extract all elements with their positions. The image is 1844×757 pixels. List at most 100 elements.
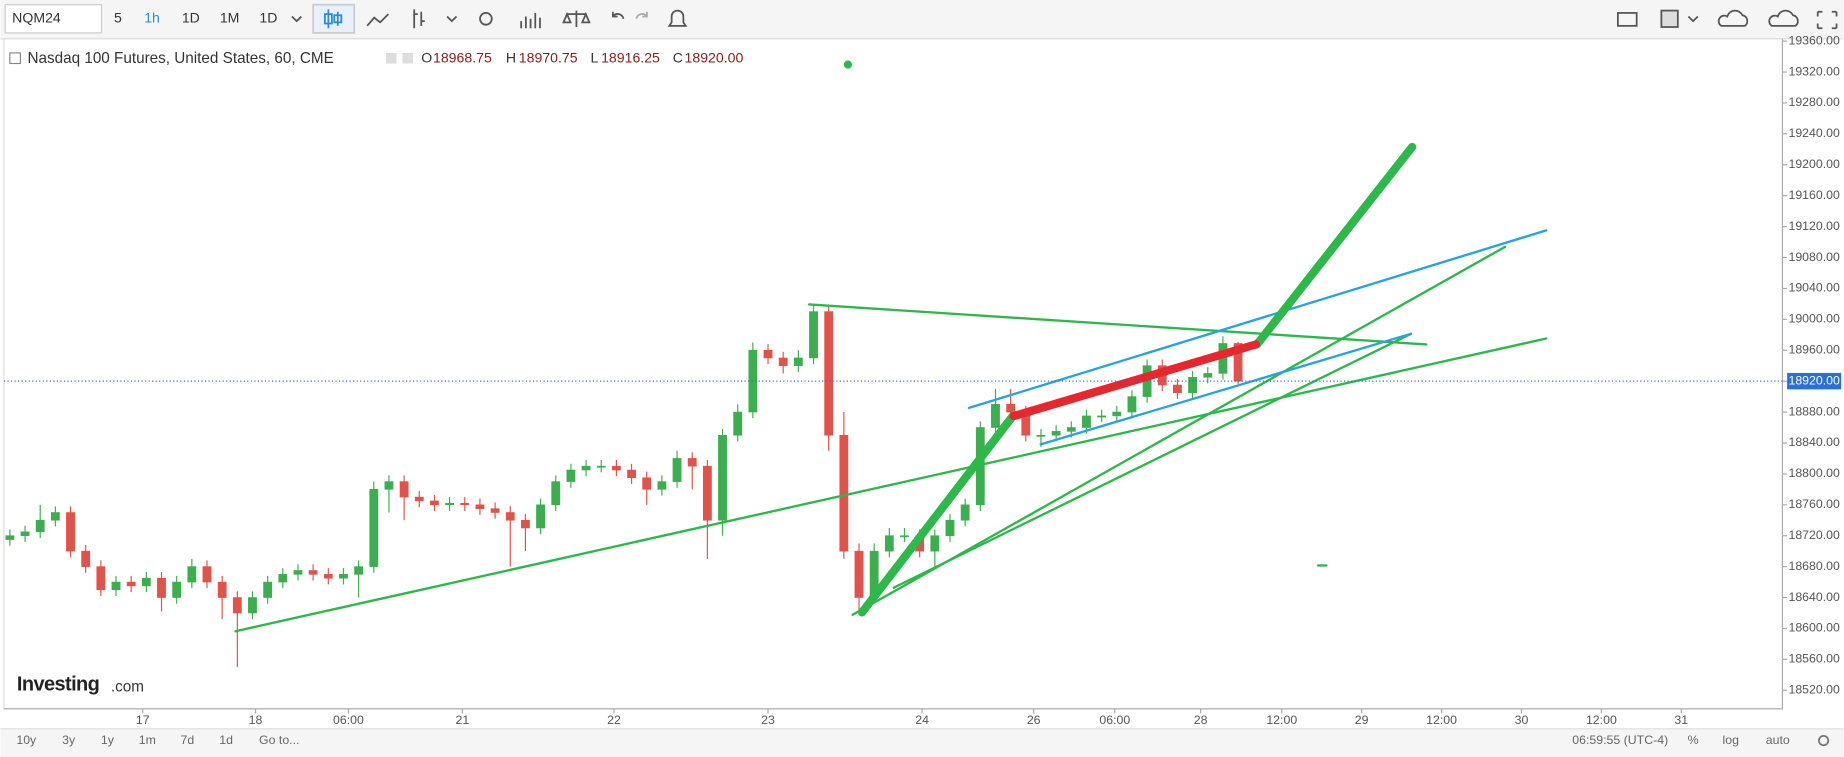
- candle-body: [778, 357, 788, 366]
- x-tick-label: 29: [1355, 713, 1369, 727]
- interval-button[interactable]: 1D: [182, 10, 200, 26]
- candle-body: [248, 597, 257, 614]
- alert-icon[interactable]: [667, 9, 688, 27]
- indicators-icon[interactable]: [520, 12, 541, 29]
- range-button[interactable]: 1d: [219, 733, 233, 747]
- candle-body: [672, 458, 682, 482]
- percent-toggle[interactable]: %: [1688, 733, 1699, 747]
- last-price-box: [1787, 372, 1842, 390]
- candle-body: [930, 535, 940, 552]
- dropdown-icon[interactable]: [446, 15, 458, 23]
- candle-body: [945, 519, 955, 536]
- range-button[interactable]: 10y: [16, 733, 37, 747]
- legend-eye[interactable]: [385, 52, 397, 64]
- marker-dot: [843, 60, 853, 69]
- y-tick-label: 19320.00: [1788, 64, 1840, 78]
- candle-body: [232, 597, 242, 614]
- symbol-input[interactable]: [4, 4, 103, 34]
- candle-body: [1006, 404, 1016, 413]
- candle-body: [1188, 376, 1198, 394]
- candle-body: [718, 434, 727, 521]
- candle-body: [1173, 384, 1182, 394]
- y-tick-label: 18840.00: [1788, 435, 1840, 449]
- candle-body: [354, 566, 364, 575]
- interval-button[interactable]: 1M: [220, 10, 240, 26]
- screenshot-icon[interactable]: [1616, 12, 1638, 27]
- undo-icon[interactable]: [611, 11, 625, 20]
- goto-button[interactable]: Go to...: [259, 733, 299, 747]
- bar-icon[interactable]: [413, 9, 425, 29]
- x-tick-label: 12:00: [1586, 713, 1617, 727]
- settings-icon[interactable]: [1817, 734, 1830, 747]
- y-tick-label: 19160.00: [1788, 188, 1840, 202]
- interval-dropdown[interactable]: [291, 15, 302, 23]
- candle-body: [1233, 343, 1243, 382]
- candle-body: [884, 535, 894, 552]
- candle-body: [157, 577, 166, 598]
- bottom-controls: 10y 3y 1y 1m 7d 1d Go to... 06:59:55 (UTC-4)% lo…: [16, 733, 1830, 747]
- candle-body: [809, 311, 818, 359]
- candle-body: [657, 481, 667, 490]
- fullscreen-icon[interactable]: [1816, 10, 1838, 30]
- candle-body: [293, 570, 303, 575]
- x-tick-label: 26: [1027, 713, 1041, 727]
- interval-button[interactable]: 1h: [144, 10, 160, 26]
- candle-body: [793, 357, 803, 366]
- interval-button[interactable]: 5: [114, 10, 122, 26]
- candle-body: [733, 411, 743, 436]
- line-icon[interactable]: [366, 13, 389, 27]
- symbol[interactable]: NQM24: [12, 10, 61, 26]
- candle-body: [81, 550, 91, 567]
- bottom-bar: [0, 728, 1844, 757]
- range-button[interactable]: 3y: [62, 733, 76, 747]
- candle-body: [642, 477, 652, 490]
- last-price-label: 18920.00: [1788, 373, 1840, 387]
- candle-body: [991, 404, 1000, 428]
- candle-body: [35, 519, 45, 533]
- y-tick-label: 18760.00: [1788, 497, 1840, 511]
- x-tick-label: 06:00: [333, 713, 364, 727]
- channel-line: [1039, 332, 1413, 446]
- collapse-icon[interactable]: [9, 52, 22, 65]
- brand-suffix: .com: [111, 679, 144, 696]
- x-tick-label: 23: [761, 713, 775, 727]
- toolbar: [0, 0, 1844, 39]
- candle-body: [824, 311, 834, 436]
- auto-toggle[interactable]: auto: [1766, 733, 1790, 747]
- candle-body: [702, 465, 712, 521]
- range-button[interactable]: 1m: [139, 733, 156, 747]
- candle-body: [536, 504, 545, 529]
- candle-body: [202, 566, 212, 583]
- layout-dropdown[interactable]: [1687, 15, 1699, 23]
- legend-settings[interactable]: [402, 52, 414, 64]
- load-icon[interactable]: [1717, 9, 1749, 27]
- candle-body: [596, 465, 606, 468]
- candle-body: [66, 512, 75, 552]
- candle-body: [369, 489, 379, 567]
- range-button[interactable]: 7d: [180, 733, 194, 747]
- save-icon[interactable]: [1768, 9, 1799, 27]
- candle-body: [308, 570, 318, 575]
- candle-body: [111, 581, 121, 591]
- y-tick-label: 19280.00: [1788, 95, 1840, 109]
- trend-line: [807, 303, 1428, 346]
- layout-icon[interactable]: [1660, 9, 1679, 28]
- candle-body: [490, 508, 500, 513]
- candle-body: [763, 349, 773, 359]
- x-tick-label: 21: [455, 713, 469, 727]
- candle-body: [1036, 434, 1046, 437]
- y-tick-label: 19240.00: [1788, 126, 1840, 140]
- redo-icon[interactable]: [635, 11, 648, 20]
- candle-body: [581, 465, 591, 471]
- y-tick-label: 18720.00: [1788, 528, 1840, 542]
- candle-body: [126, 581, 136, 587]
- thick-trend-line: [1252, 142, 1417, 349]
- range-button[interactable]: 1y: [101, 733, 115, 747]
- compare-icon[interactable]: [562, 10, 591, 28]
- candle-body: [627, 469, 636, 479]
- candle-body: [278, 574, 288, 583]
- log-toggle[interactable]: log: [1722, 733, 1739, 747]
- high-label: H: [506, 49, 516, 65]
- interval-button[interactable]: 1D: [259, 10, 277, 26]
- settings-icon[interactable]: [479, 12, 493, 26]
